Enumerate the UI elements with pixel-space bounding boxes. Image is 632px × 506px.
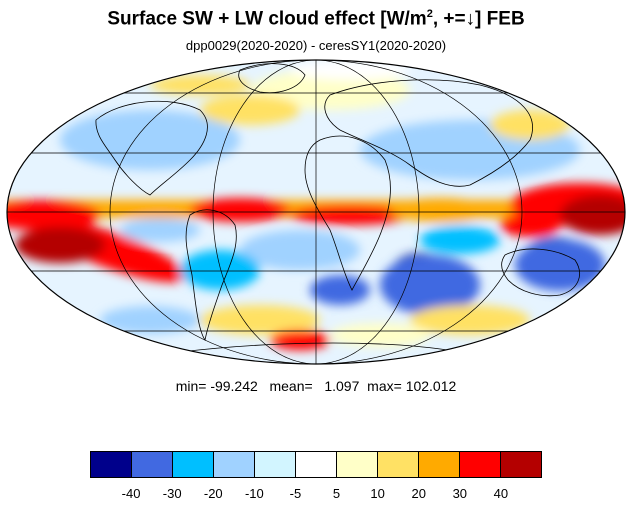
- plot-subtitle: dpp0029(2020-2020) - ceresSY1(2020-2020): [185, 38, 447, 53]
- anomaly-field: [7, 60, 625, 350]
- colorbar-swatch: [460, 452, 501, 477]
- colorbar-swatch: [337, 452, 378, 477]
- colorbar-swatch: [132, 452, 173, 477]
- colorbar-tick-label: -5: [289, 486, 302, 501]
- colorbar-swatch: [255, 452, 296, 477]
- colorbar-tick-labels: -40 -30 -20 -10 -5 5 10 20 30 40: [90, 486, 542, 502]
- colorbar-tick-label: -20: [203, 486, 223, 501]
- statistics-line: min= -99.242 mean= 1.097 max= 102.012: [175, 378, 457, 394]
- colorbar-tick-label: 30: [452, 486, 468, 501]
- colorbar-tick-label: 10: [370, 486, 385, 501]
- coastlines: [95, 63, 580, 361]
- colorbar-tick-label: 40: [493, 486, 509, 501]
- colorbar-swatch: [214, 452, 255, 477]
- colorbar: [90, 451, 542, 478]
- plot-title: Surface SW + LW cloud effect [W/m2, +=↓]…: [107, 8, 525, 30]
- colorbar-tick-label: 20: [411, 486, 426, 501]
- colorbar-swatch: [501, 452, 541, 477]
- colorbar-tick-label: -30: [162, 486, 182, 501]
- colorbar-swatch: [91, 452, 132, 477]
- map-border: [6, 59, 626, 365]
- title-superscript: 2: [426, 8, 433, 20]
- colorbar-tick-label: -10: [244, 486, 264, 501]
- colorbar-swatch: [419, 452, 460, 477]
- colorbar-tick-label: 5: [332, 486, 341, 501]
- colorbar-swatch: [173, 452, 214, 477]
- colorbar-swatch: [296, 452, 337, 477]
- colorbar-tick-label: -40: [121, 486, 141, 501]
- colorbar-swatch: [378, 452, 419, 477]
- map-field: [7, 60, 625, 364]
